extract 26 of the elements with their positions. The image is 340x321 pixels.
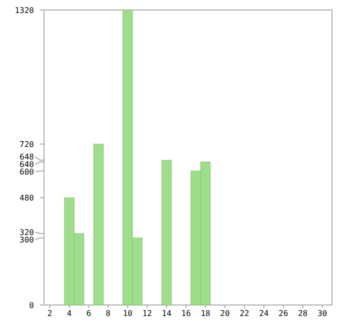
y-tick-label: 648 <box>20 152 34 162</box>
x-tick-label: 20 <box>220 309 230 318</box>
x-tick-label: 30 <box>317 309 328 318</box>
bar <box>93 144 104 306</box>
y-tick-label: 1320 <box>14 6 34 15</box>
x-tick-label: 10 <box>122 309 133 318</box>
x-tick-label: 28 <box>298 309 308 318</box>
x-tick-label: 26 <box>278 309 288 318</box>
x-tick-label: 6 <box>86 309 92 318</box>
y-tick-label: 480 <box>20 194 34 203</box>
x-tick-label: 14 <box>162 309 172 318</box>
bar <box>161 160 172 306</box>
y-tick-label: 0 <box>29 300 34 310</box>
y-tick-label: 720 <box>20 140 34 149</box>
y-tick-label: 320 <box>20 228 34 237</box>
x-tick-label: 2 <box>47 309 52 318</box>
x-tick-label: 22 <box>240 309 250 318</box>
y-tick-label: 640 <box>20 160 34 170</box>
x-tick-label: 24 <box>259 309 269 318</box>
y-tick-label: 300 <box>20 235 34 244</box>
x-tick-label: 4 <box>66 309 72 318</box>
x-tick-label: 16 <box>181 309 192 318</box>
x-tick-label: 8 <box>106 309 111 318</box>
y-tick-label: 600 <box>20 168 34 177</box>
x-tick-label: 12 <box>142 309 152 318</box>
x-tick-label: 18 <box>200 309 211 318</box>
